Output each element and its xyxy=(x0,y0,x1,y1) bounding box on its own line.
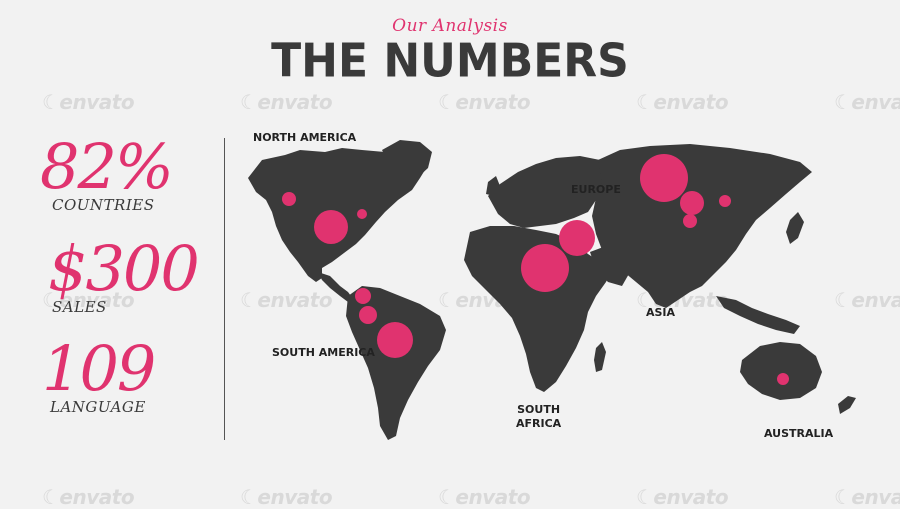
data-bubble xyxy=(559,220,595,256)
continent-asia xyxy=(592,144,812,308)
data-bubble xyxy=(680,191,704,215)
envato-watermark: ☾envato xyxy=(834,288,900,312)
continent-south-america xyxy=(346,286,446,440)
continent-australia xyxy=(740,342,822,400)
island-madagascar xyxy=(594,342,606,372)
continent-europe xyxy=(488,156,610,228)
stat-sales-value: $300 xyxy=(48,232,200,305)
label-south-africa: SOUTH AFRICA xyxy=(516,403,561,431)
island-uk xyxy=(486,176,500,196)
data-bubble xyxy=(355,288,371,304)
envato-watermark: ☾envato xyxy=(438,485,531,509)
islands-southeast-asia xyxy=(716,296,800,334)
data-bubble xyxy=(314,210,348,244)
islands-japan xyxy=(786,212,804,244)
envato-watermark: ☾envato xyxy=(636,90,729,114)
envato-watermark: ☾envato xyxy=(438,90,531,114)
islands-new-zealand xyxy=(838,396,856,414)
stat-language-label: LANGUAGE xyxy=(50,398,146,416)
vertical-divider xyxy=(224,138,225,440)
stat-language-value: 109 xyxy=(42,332,156,405)
section-subtitle: Our Analysis xyxy=(392,16,508,36)
data-bubble xyxy=(683,214,697,228)
data-bubble xyxy=(359,306,377,324)
peninsula-arabia xyxy=(590,246,630,286)
data-bubble xyxy=(777,373,789,385)
stat-countries-value: 82% xyxy=(40,130,174,203)
continent-central-america xyxy=(318,272,354,302)
stat-sales-label: SALES xyxy=(52,298,107,316)
continent-africa xyxy=(464,226,612,392)
label-north-america: NORTH AMERICA xyxy=(253,131,357,144)
label-australia: AUSTRALIA xyxy=(764,427,834,440)
label-south-america: SOUTH AMERICA xyxy=(272,346,375,359)
label-asia: ASIA xyxy=(646,306,676,319)
data-bubble xyxy=(357,209,367,219)
continent-greenland xyxy=(382,140,432,180)
data-bubbles xyxy=(282,154,789,385)
envato-watermark: ☾envato xyxy=(42,90,135,114)
envato-watermark: ☾envato xyxy=(42,288,135,312)
envato-watermark: ☾envato xyxy=(834,485,900,509)
envato-watermark: ☾envato xyxy=(240,485,333,509)
data-bubble xyxy=(282,192,296,206)
data-bubble xyxy=(719,195,731,207)
envato-watermark: ☾envato xyxy=(636,485,729,509)
envato-watermark: ☾envato xyxy=(42,485,135,509)
data-bubble xyxy=(377,322,413,358)
label-south-africa-line1: SOUTH xyxy=(517,403,561,416)
label-south-africa-line2: AFRICA xyxy=(516,417,562,430)
data-bubble xyxy=(640,154,688,202)
envato-watermark: ☾envato xyxy=(834,90,900,114)
envato-watermark: ☾envato xyxy=(240,90,333,114)
stat-countries-label: COUNTRIES xyxy=(52,196,155,214)
data-bubble xyxy=(521,244,569,292)
envato-watermark: ☾envato xyxy=(240,288,333,312)
page-title: THE NUMBERS xyxy=(271,34,629,89)
label-europe: EUROPE xyxy=(571,183,621,196)
